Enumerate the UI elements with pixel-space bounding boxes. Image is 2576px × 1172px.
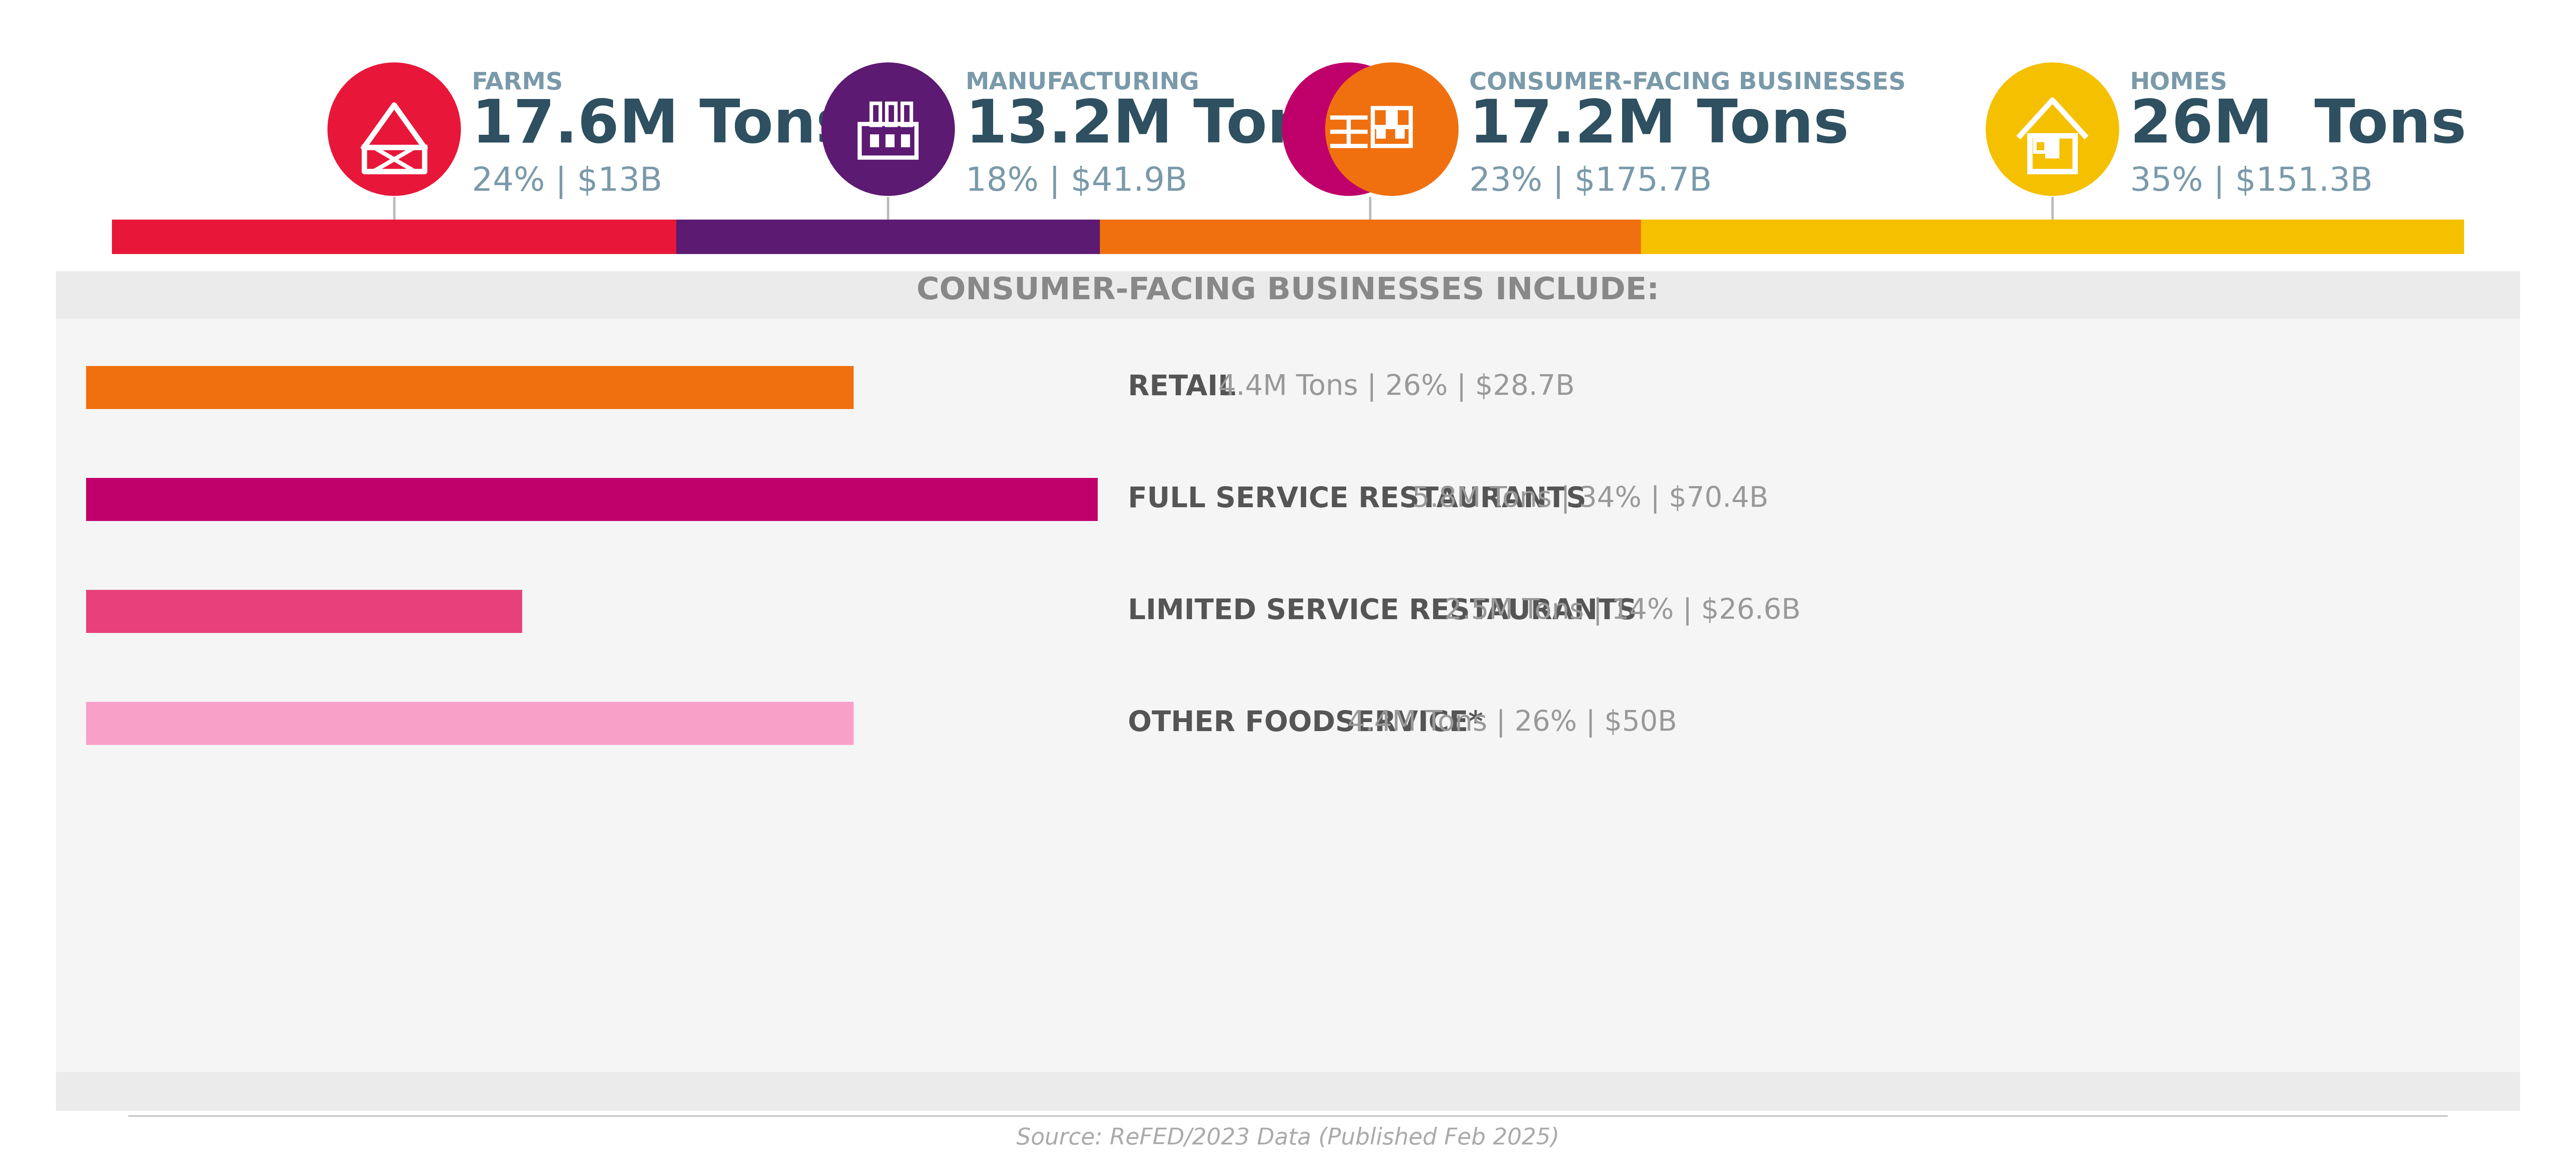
Ellipse shape bbox=[1324, 62, 1458, 196]
Text: 13.2M Tons: 13.2M Tons bbox=[966, 97, 1345, 155]
FancyBboxPatch shape bbox=[871, 135, 878, 148]
FancyBboxPatch shape bbox=[85, 366, 853, 409]
Text: 18% | $41.9B: 18% | $41.9B bbox=[966, 165, 1188, 199]
FancyBboxPatch shape bbox=[677, 219, 1100, 254]
Text: 17.6M Tons: 17.6M Tons bbox=[471, 97, 850, 155]
Text: 26M  Tons: 26M Tons bbox=[2130, 97, 2465, 155]
Text: FULL SERVICE RESTAURANTS: FULL SERVICE RESTAURANTS bbox=[1128, 485, 1605, 513]
Text: 2.5M Tons | 14% | $26.6B: 2.5M Tons | 14% | $26.6B bbox=[1445, 598, 1801, 626]
FancyBboxPatch shape bbox=[1100, 219, 1641, 254]
Text: MANUFACTURING: MANUFACTURING bbox=[966, 71, 1200, 94]
Text: FARMS: FARMS bbox=[471, 71, 564, 94]
Ellipse shape bbox=[327, 62, 461, 196]
Text: 17.2M Tons: 17.2M Tons bbox=[1468, 97, 1850, 155]
FancyBboxPatch shape bbox=[85, 702, 853, 745]
Text: RETAIL: RETAIL bbox=[1128, 374, 1255, 401]
Ellipse shape bbox=[1283, 62, 1417, 196]
FancyBboxPatch shape bbox=[1386, 108, 1399, 127]
Text: CONSUMER-FACING BUSINESSES INCLUDE:: CONSUMER-FACING BUSINESSES INCLUDE: bbox=[917, 275, 1659, 306]
FancyBboxPatch shape bbox=[57, 271, 2519, 1111]
FancyBboxPatch shape bbox=[1396, 128, 1404, 138]
FancyBboxPatch shape bbox=[111, 219, 677, 254]
Text: 4.4M Tons | 26% | $50B: 4.4M Tons | 26% | $50B bbox=[1347, 709, 1677, 737]
FancyBboxPatch shape bbox=[1376, 128, 1386, 138]
Text: CONSUMER-FACING BUSINESSES: CONSUMER-FACING BUSINESSES bbox=[1468, 71, 1906, 94]
Text: 35% | $151.3B: 35% | $151.3B bbox=[2130, 165, 2372, 199]
Text: 5.8M Tons | 34% | $70.4B: 5.8M Tons | 34% | $70.4B bbox=[1412, 485, 1770, 513]
FancyBboxPatch shape bbox=[886, 135, 894, 148]
Text: LIMITED SERVICE RESTAURANTS: LIMITED SERVICE RESTAURANTS bbox=[1128, 598, 1656, 625]
FancyBboxPatch shape bbox=[1641, 219, 2465, 254]
Text: 24% | $13B: 24% | $13B bbox=[471, 165, 662, 199]
FancyBboxPatch shape bbox=[2045, 136, 2061, 158]
Ellipse shape bbox=[822, 62, 956, 196]
FancyBboxPatch shape bbox=[902, 135, 909, 148]
Text: OTHER FOODSERVICE*: OTHER FOODSERVICE* bbox=[1128, 709, 1502, 737]
Text: Source: ReFED/2023 Data (Published Feb 2025): Source: ReFED/2023 Data (Published Feb 2… bbox=[1018, 1126, 1558, 1149]
FancyBboxPatch shape bbox=[85, 478, 1097, 522]
FancyBboxPatch shape bbox=[85, 590, 523, 633]
FancyBboxPatch shape bbox=[57, 319, 2519, 1072]
Text: 4.4M Tons | 26% | $28.7B: 4.4M Tons | 26% | $28.7B bbox=[1218, 374, 1574, 402]
Ellipse shape bbox=[1986, 62, 2120, 196]
Text: 23% | $175.7B: 23% | $175.7B bbox=[1468, 165, 1713, 199]
Text: HOMES: HOMES bbox=[2130, 71, 2228, 94]
